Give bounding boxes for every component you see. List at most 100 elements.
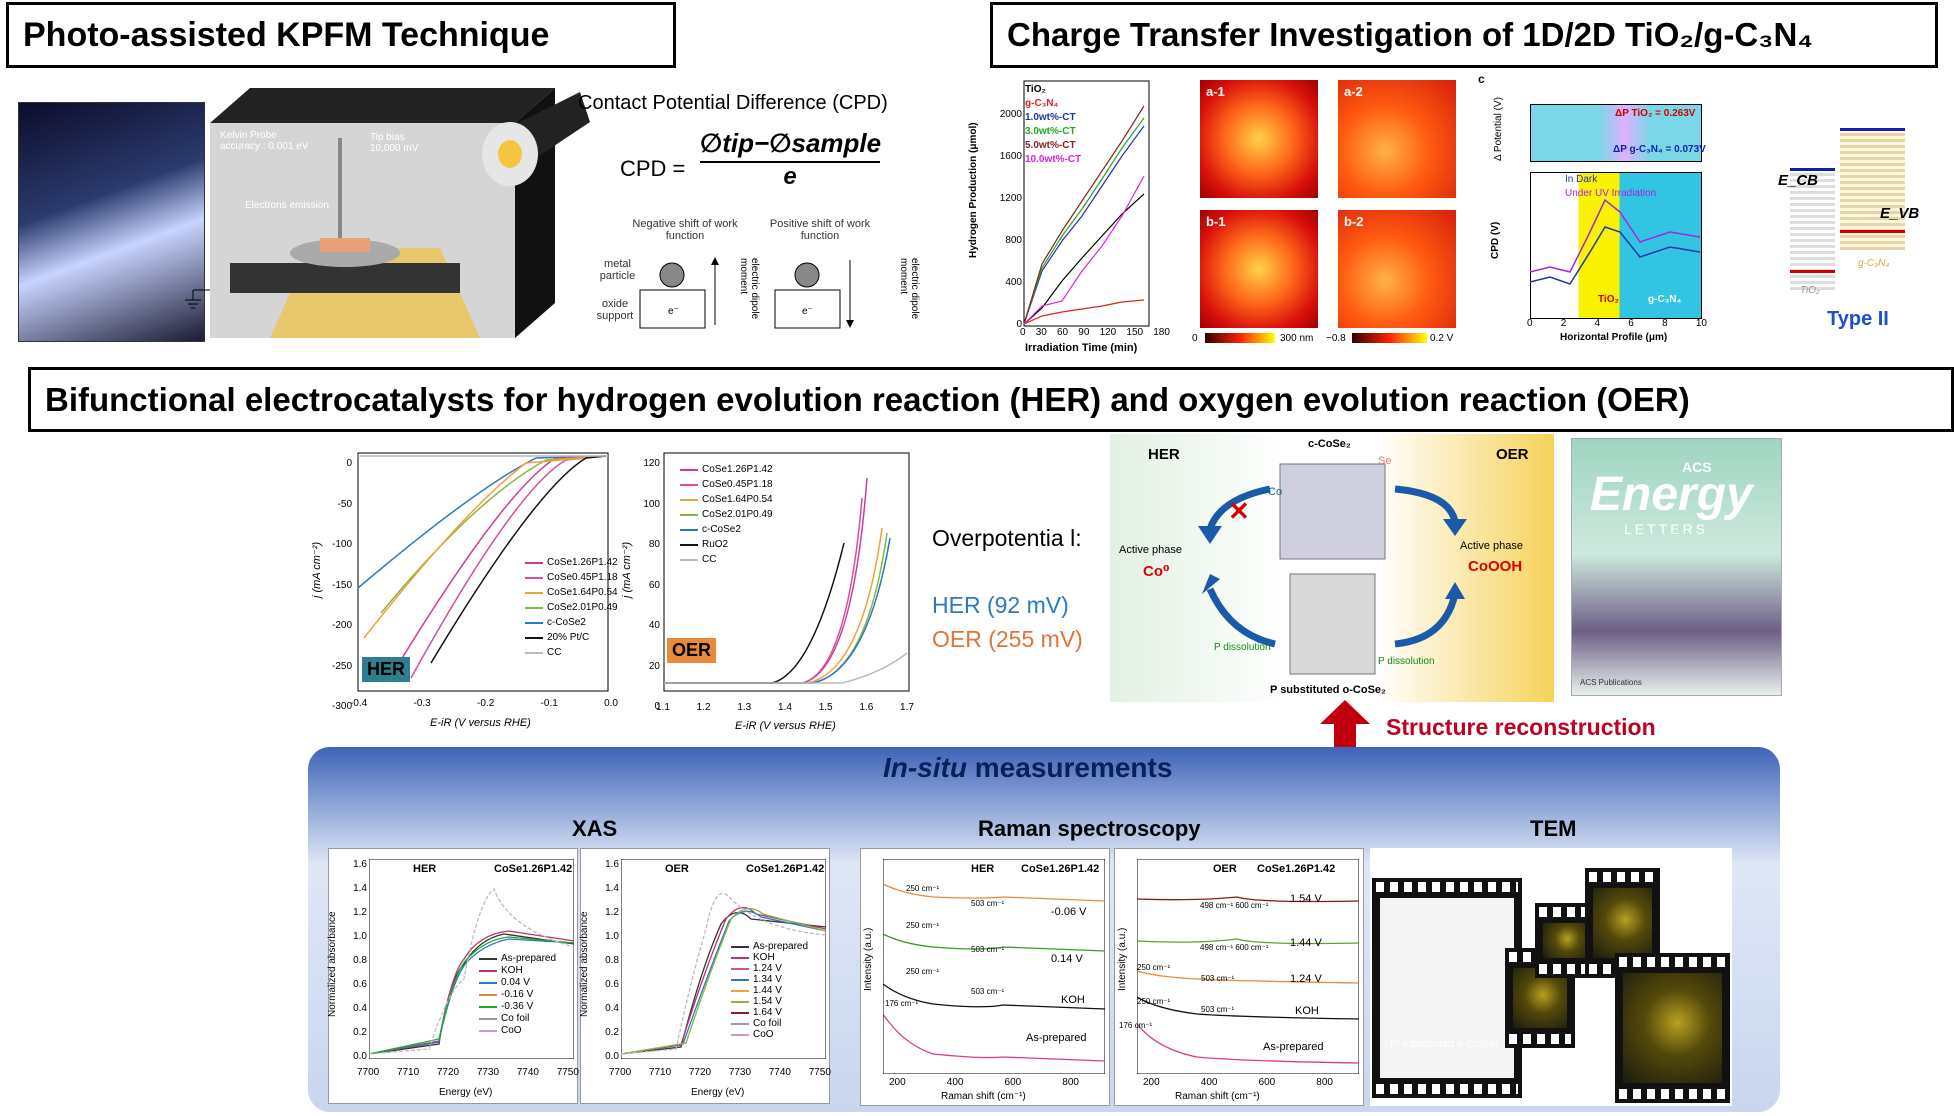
- xas-oer-xtick: 7700: [609, 1067, 632, 1078]
- cpd-xtick: 4: [1594, 318, 1601, 329]
- raman-her-peak: 503 cm⁻¹: [971, 945, 1005, 954]
- her-legend-item: 20% Pt/C: [547, 632, 590, 643]
- oer-legend-item: CoSe1.64P0.54: [702, 494, 773, 505]
- raman-oer-peak: 250 cm⁻¹: [1137, 963, 1171, 972]
- h2-ytick: 1200: [999, 193, 1022, 204]
- her-tag: HER: [362, 657, 411, 682]
- raman-oer-peak: 498 cm⁻¹ 600 cm⁻¹: [1200, 901, 1269, 910]
- insitu-title-rest: measurements: [967, 752, 1173, 783]
- raman-her-sample: CoSe1.26P1.42: [1021, 863, 1100, 875]
- oer-ytick: 20: [648, 660, 660, 672]
- tem-film-4: [1615, 953, 1730, 1103]
- her-xtick: -0.2: [477, 698, 495, 709]
- scheme-oer: OER: [1496, 446, 1529, 463]
- electron-label-2: e⁻: [802, 306, 813, 317]
- h2-legend: TiO₂ g-C₃N₄ 1.0wt%-CT 3.0wt%-CT 5.0wt%-C…: [1025, 83, 1081, 167]
- cpd-denominator: e: [783, 163, 797, 190]
- raman-oer-peak: 176 cm⁻¹: [1119, 1021, 1153, 1030]
- raman-her-xtick: 200: [889, 1077, 906, 1088]
- raman-oer-xtick: 400: [1200, 1077, 1218, 1088]
- oer-ytick: 60: [648, 579, 660, 591]
- xas-oer-legend-item: 1.24 V: [753, 963, 782, 974]
- xas-her-ytick: 0.8: [353, 955, 367, 966]
- band-ecb: E_CB: [1778, 172, 1819, 189]
- raman-oer-peak: 503 cm⁻¹: [1201, 1005, 1235, 1014]
- xas-oer-ytick: 1.0: [605, 931, 619, 942]
- kpfm-map-a1: a-1: [1200, 80, 1318, 198]
- xas-oer-sample: CoSe1.26P1.42: [746, 863, 825, 875]
- her-legend-item: CoSe0.45P1.18: [547, 572, 618, 583]
- xas-her-ylabel: Normalized absorbance: [327, 911, 338, 1017]
- oer-xticks: 1.1 1.2 1.3 1.4 1.5 1.6 1.7: [656, 702, 914, 713]
- xas-her-legend: As-prepared KOH 0.04 V -0.16 V -0.36 V C…: [479, 953, 556, 1037]
- dipole-label-2: electric dipole moment: [898, 258, 920, 320]
- cover-acs: ACS: [1682, 459, 1712, 475]
- kpfm-title-box: Photo-assisted KPFM Technique: [6, 2, 676, 68]
- band-gcn: g-C₃N₄: [1858, 258, 1890, 269]
- xas-oer-xlabel: Energy (eV): [691, 1087, 745, 1098]
- oer-ylabel: j (mA cm⁻²): [621, 541, 633, 599]
- her-legend-item: CoSe1.64P0.54: [547, 587, 618, 598]
- raman-her-xtick: 800: [1062, 1077, 1079, 1088]
- raman-oer-xtick: 600: [1258, 1077, 1276, 1088]
- her-legend-item: c-CoSe2: [547, 617, 586, 628]
- kpfm-schematic: [210, 88, 555, 338]
- cpd-xtick: 2: [1560, 318, 1567, 329]
- her-legend-item: CoSe2.01P0.49: [547, 602, 618, 613]
- cpd-xtick: 8: [1662, 318, 1668, 329]
- xas-oer-panel: OER CoSe1.26P1.42 Normalized absorbance …: [579, 848, 831, 1104]
- scale-bar-left: [1205, 333, 1275, 343]
- bifunctional-title: Bifunctional electrocatalysts for hydrog…: [45, 380, 1690, 418]
- oer-xtick: 1.4: [778, 702, 792, 713]
- map-label: b-1: [1206, 214, 1226, 229]
- scale-left-start: 0: [1192, 333, 1198, 344]
- her-ytick: -100: [331, 539, 352, 550]
- cpd-dp1: ΔP TiO₂ = 0.263V: [1615, 108, 1696, 119]
- neg-shift-label: Negative shift of work function: [632, 218, 738, 242]
- tem-label: P-substituted o-CoSe₂: [1390, 1038, 1499, 1050]
- her-ytick: 0: [346, 458, 352, 469]
- ground-icon: [185, 289, 210, 309]
- her-overpotential: HER (92 mV): [932, 592, 1069, 618]
- scheme-p-diss-left: P dissolution: [1214, 642, 1271, 653]
- raman-her-peak: 503 cm⁻¹: [971, 899, 1005, 908]
- xas-her-legend-item: -0.16 V: [501, 989, 534, 1000]
- oer-xtick: 1.5: [818, 702, 833, 713]
- cpd-ylabel: CPD (V): [1490, 221, 1501, 259]
- xas-oer-ytick: 1.2: [605, 907, 619, 918]
- acs-cover: ACS Energy LETTERS ACS Publications: [1571, 438, 1782, 696]
- raman-her-peak: 250 cm⁻¹: [906, 967, 940, 976]
- xas-her-legend-item: KOH: [501, 965, 523, 976]
- her-yticks: 0 -50 -100 -150 -200 -250 -300: [322, 444, 352, 728]
- oer-legend-item: CoSe0.45P1.18: [702, 479, 773, 490]
- cpd-lhs: CPD =: [620, 156, 686, 181]
- xas-oer-ytick: 0.4: [605, 1003, 619, 1014]
- oer-ytick: 0: [654, 701, 660, 712]
- raman-oer-panel: OER CoSe1.26P1.42 1.54 V 1.44 V 1.24 V K…: [1114, 848, 1364, 1106]
- raman-her-label: KOH: [1061, 994, 1085, 1006]
- tem-panel: P-substituted o-CoSe₂: [1370, 848, 1732, 1106]
- oxide-support-label: oxide support: [596, 298, 634, 322]
- cpd-xtick: 6: [1628, 318, 1634, 329]
- xas-her-ytick: 0.0: [353, 1051, 367, 1062]
- raman-her-ylabel: Intensity (a.u.): [863, 927, 874, 991]
- h2-ytick: 0: [1016, 319, 1022, 330]
- xas-heading: XAS: [572, 816, 618, 841]
- raman-oer-sample: CoSe1.26P1.42: [1257, 863, 1336, 875]
- reconstruction-arrow: [1320, 700, 1370, 752]
- raman-her-label: 0.14 V: [1051, 953, 1083, 965]
- xas-her-xticks: 7700 7710 7720 7730 7740 7750: [357, 1067, 579, 1078]
- raman-oer-label: 1.44 V: [1290, 937, 1322, 949]
- cover-letters: LETTERS: [1624, 521, 1709, 537]
- xas-her-ytick: 0.2: [353, 1027, 367, 1038]
- xas-oer-xtick: 7740: [768, 1067, 791, 1078]
- her-ytick: -150: [331, 579, 352, 591]
- her-legend: CoSe1.26P1.42 CoSe0.45P1.18 CoSe1.64P0.5…: [525, 555, 618, 660]
- oer-ytick: 40: [648, 620, 660, 631]
- pos-shift-label: Positive shift of work function: [769, 218, 871, 242]
- her-xticks: -0.4 -0.3 -0.2 -0.1 0.0: [350, 698, 618, 709]
- band-diagram: [1770, 110, 1920, 300]
- h2-xtick: 0: [1020, 327, 1026, 338]
- scheme-c-cose2: c-CoSe₂: [1308, 438, 1351, 450]
- xas-her-mode: HER: [413, 863, 437, 875]
